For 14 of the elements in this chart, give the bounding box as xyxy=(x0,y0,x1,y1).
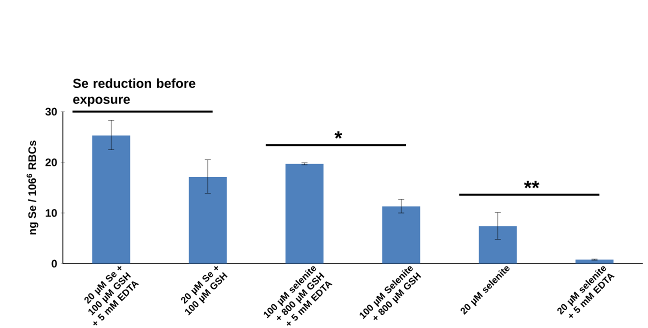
bar xyxy=(286,164,324,264)
bar xyxy=(92,135,130,264)
y-tick-label: 10 xyxy=(46,209,57,217)
bar xyxy=(382,206,420,264)
text: Se reduction before exposure xyxy=(73,78,196,106)
annotation: * xyxy=(334,131,342,139)
y-tick-label: 30 xyxy=(45,108,57,116)
bar xyxy=(478,226,517,264)
y-axis-title: ng Se / 106$^{6}$ RBCs xyxy=(26,140,38,234)
y-tick-label: 20 xyxy=(46,158,57,166)
bar xyxy=(576,260,614,264)
y-tick-label: 0 xyxy=(52,260,57,268)
annotation: ** xyxy=(524,180,540,188)
bar xyxy=(188,177,227,264)
